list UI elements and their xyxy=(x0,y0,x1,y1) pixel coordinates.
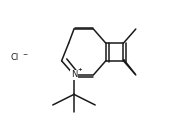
Text: Cl: Cl xyxy=(10,53,19,62)
Text: +: + xyxy=(77,67,82,72)
Text: −: − xyxy=(23,51,28,56)
Text: N: N xyxy=(71,70,77,79)
